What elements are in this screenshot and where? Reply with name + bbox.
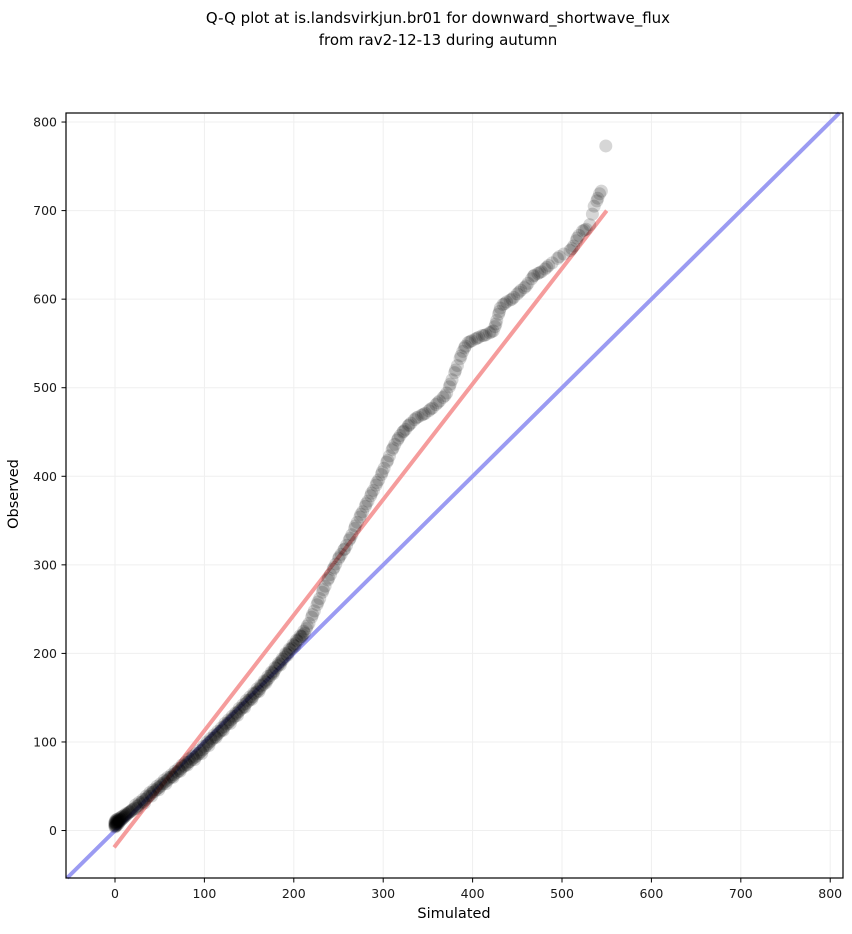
y-axis-label: Observed	[6, 459, 22, 529]
x-tick-label: 500	[550, 886, 574, 901]
chart-title-line1: Q-Q plot at is.landsvirkjun.br01 for dow…	[205, 9, 671, 27]
axis-ticks: 0 100 200 300 400 500 600 700 800 0 100 200 300 400 50…	[33, 115, 842, 901]
y-tick-label: 800	[33, 115, 57, 130]
x-tick-label: 800	[818, 886, 842, 901]
y-tick-label: 100	[33, 734, 57, 749]
y-tick-label: 400	[33, 469, 57, 484]
x-tick-label: 200	[282, 886, 306, 901]
x-tick-label: 400	[461, 886, 485, 901]
y-tick-label: 300	[33, 557, 57, 572]
y-tick-label: 500	[33, 380, 57, 395]
chart-title-line2: from rav2-12-13 during autumn	[318, 31, 558, 49]
observed-vs-simulated-quantiles	[108, 139, 613, 834]
x-axis-label: Simulated	[417, 906, 491, 922]
x-tick-label: 700	[729, 886, 753, 901]
chart-title: Q-Q plot at is.landsvirkjun.br01 for dow…	[12, 7, 852, 51]
y-tick-label: 200	[33, 646, 57, 661]
regression-line	[112, 209, 609, 849]
y-tick-label: 700	[33, 203, 57, 218]
identity-line	[65, 111, 841, 880]
plot-frame	[65, 112, 844, 879]
x-tick-label: 100	[192, 886, 216, 901]
x-tick-label: 0	[111, 886, 119, 901]
x-tick-label: 600	[639, 886, 663, 901]
y-tick-label: 0	[49, 823, 57, 838]
y-tick-label: 600	[33, 292, 57, 307]
x-tick-label: 300	[371, 886, 395, 901]
